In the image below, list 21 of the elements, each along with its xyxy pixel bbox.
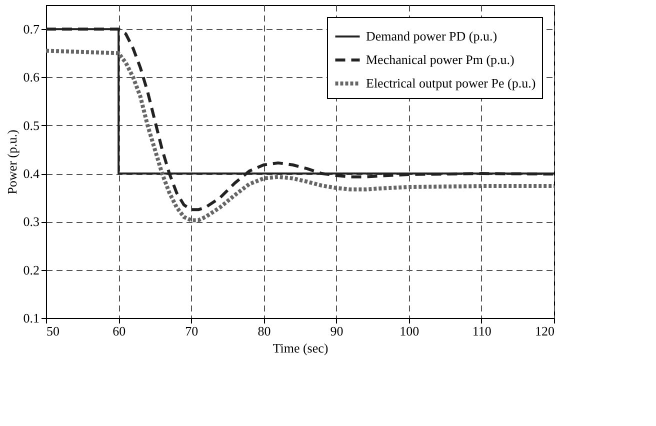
x-tick-label: 50 [46, 324, 60, 338]
y-tick-label: 0.4 [23, 166, 40, 182]
y-tick-label: 0.3 [23, 214, 40, 230]
x-axis-title: Time (sec) [272, 340, 328, 356]
x-tick-label: 70 [185, 324, 198, 338]
y-tick-label: 0.6 [23, 70, 40, 85]
legend-label: Demand power PD (p.u.) [366, 28, 498, 44]
y-tick-label: 0.2 [23, 262, 40, 278]
y-tick-label: 0.1 [23, 310, 40, 326]
x-tick-label: 120 [535, 324, 554, 338]
y-tick-label: 0.5 [23, 118, 40, 133]
x-tick-label: 90 [330, 324, 344, 338]
y-tick-label: 0.7 [23, 22, 40, 37]
x-tick-label: 80 [258, 324, 271, 338]
x-tick-label: 60 [112, 324, 126, 338]
legend-label: Mechanical power Pm (p.u.) [366, 52, 514, 67]
x-tick-label: 110 [472, 324, 492, 338]
y-axis-title: Power (p.u.) [4, 130, 20, 194]
x-tick-label: 100 [400, 324, 420, 338]
line-series [46, 48, 554, 222]
legend-label: Electrical output power Pe (p.u.) [366, 76, 536, 90]
